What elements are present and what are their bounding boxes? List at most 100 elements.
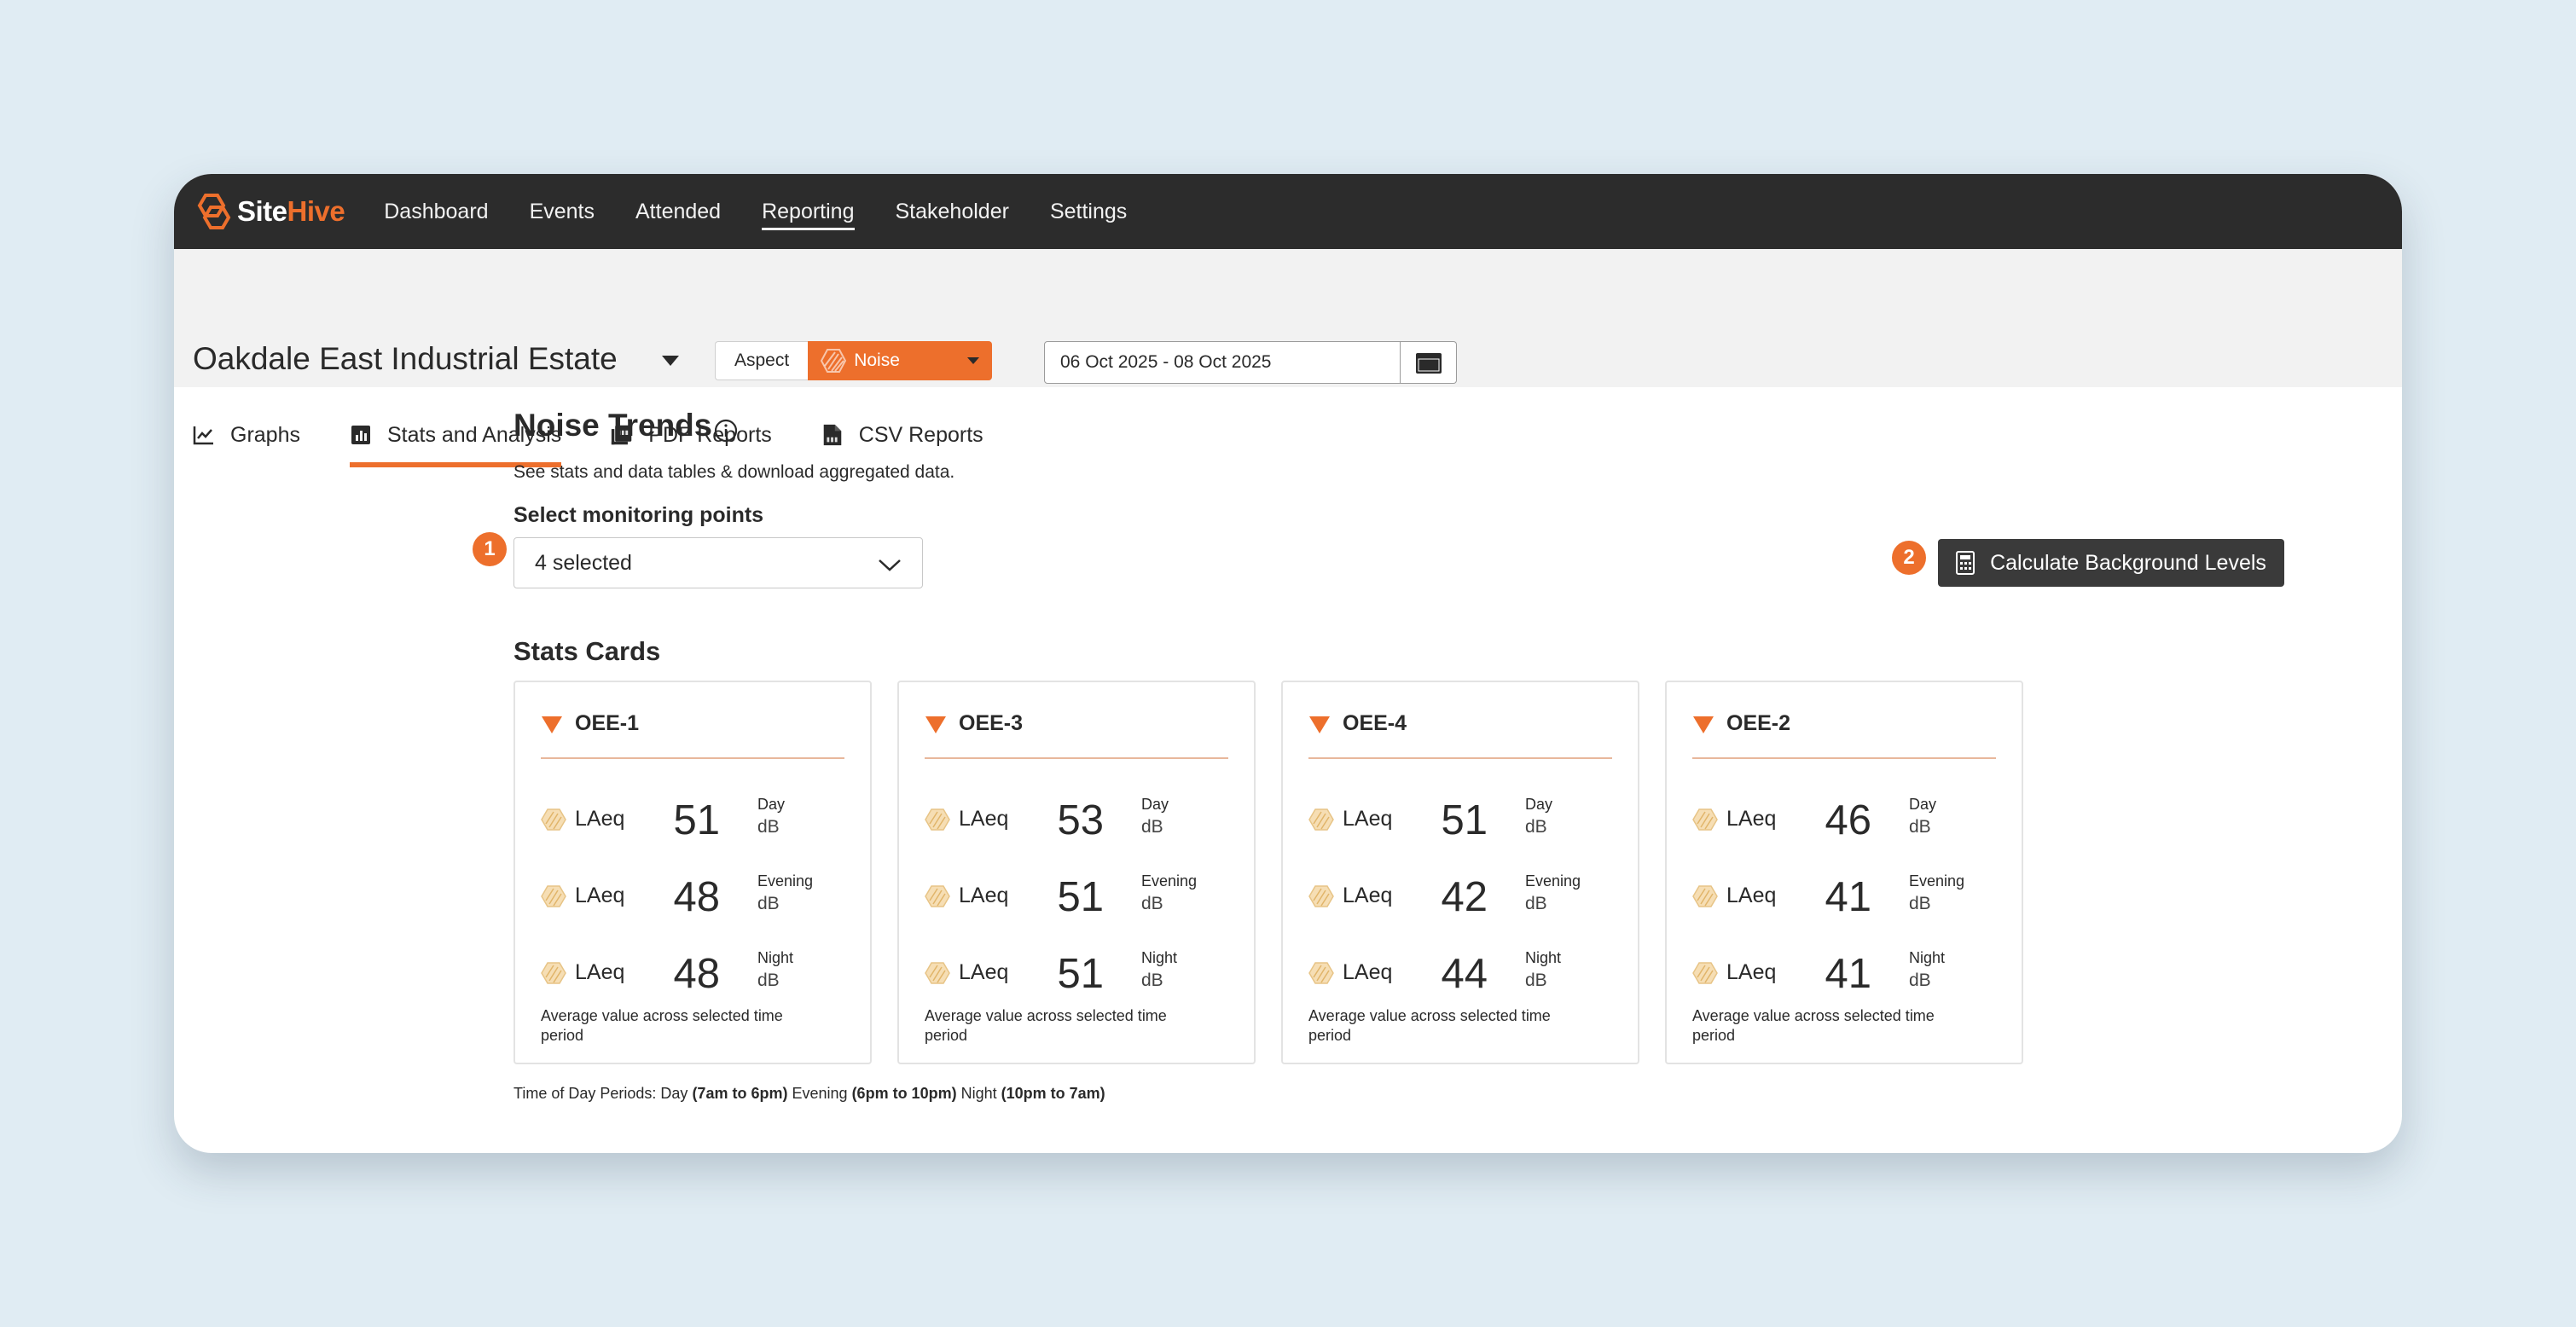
period-label: Day [757,796,786,813]
unit-label: dB [757,817,780,837]
metric-value: 51 [1057,951,1104,997]
card-stat-row: LAeq 48 Evening dB [541,870,844,921]
card-stat-row: LAeq 51 Day dB [541,793,844,844]
aspect-value: Noise [854,351,900,370]
card-footer-note: Average value across selected time perio… [541,1007,783,1045]
unit-label: dB [1525,817,1547,837]
brand-logo[interactable]: SiteHive [193,190,345,233]
date-range-picker: 06 Oct 2025 - 08 Oct 2025 [1044,341,1457,384]
metric-value: 53 [1057,797,1104,843]
laeq-hex-icon [1692,962,1718,984]
nav-dashboard[interactable]: Dashboard [384,199,489,223]
card-marker-triangle-icon [925,716,946,733]
pdf-file-icon [612,425,632,445]
unit-label: dB [757,971,780,990]
chevron-down-icon [879,559,901,571]
period-label: Evening [1909,872,1965,889]
info-icon[interactable] [713,418,739,443]
nav-stakeholder[interactable]: Stakeholder [895,199,1009,223]
laeq-hex-icon [1308,808,1334,831]
laeq-hex-icon [541,808,566,831]
metric-value: 44 [1441,951,1488,997]
card-stat-row: LAeq 51 Evening dB [925,870,1228,921]
card-header: OEE-1 [541,711,844,759]
csv-file-icon [823,424,842,446]
period-label: Evening [757,872,814,889]
tab-csv-label: CSV Reports [858,422,983,447]
card-stat-row: LAeq 51 Night dB [925,947,1228,998]
unit-label: dB [1909,894,1931,913]
monitoring-points-value: 4 selected [535,550,632,575]
unit-label: dB [1141,894,1163,913]
calculator-icon [1956,551,1976,575]
metric-label: LAeq [1726,960,1777,984]
tab-csv-reports[interactable]: CSV Reports [821,409,983,461]
card-title: OEE-1 [575,711,640,735]
aspect-label: Aspect [715,341,809,380]
period-label: Night [1141,949,1178,966]
metric-label: LAeq [1343,884,1393,907]
card-stat-row: LAeq 44 Night dB [1308,947,1612,998]
tab-graphs-label: Graphs [230,422,300,447]
chevron-down-icon [967,357,980,364]
aspect-dropdown[interactable]: Noise [808,341,993,380]
metric-label: LAeq [575,960,625,984]
stats-cards-title: Stats Cards [513,636,661,666]
card-header: OEE-4 [1308,711,1612,759]
card-marker-triangle-icon [542,716,562,733]
calculate-background-levels-button[interactable]: Calculate Background Levels [1938,539,2284,587]
page-title: Noise Trends [513,408,712,443]
monitoring-points-select[interactable]: 4 selected [513,537,923,588]
site-name: Oakdale East Industrial Estate [193,341,618,376]
metric-label: LAeq [1343,960,1393,984]
card-header: OEE-2 [1692,711,1996,759]
date-range-input[interactable]: 06 Oct 2025 - 08 Oct 2025 [1044,341,1401,384]
metric-label: LAeq [959,960,1009,984]
tab-pdf-reports[interactable]: PDF Reports [611,409,772,461]
card-title: OEE-3 [959,711,1024,735]
time-of-day-periods: Time of Day Periods: Day (7am to 6pm) Ev… [513,1085,1105,1103]
tab-stats-and-analysis[interactable]: Stats and Analysis [349,409,562,467]
period-label: Day [1141,796,1169,813]
aspect-selector: Aspect Noise [715,341,993,380]
nav-reporting[interactable]: Reporting [762,174,855,249]
monitoring-points-label: Select monitoring points [513,503,764,527]
metric-label: LAeq [1726,884,1777,907]
tod-evening-range: (6pm to 10pm) [851,1085,957,1102]
calendar-button[interactable] [1401,341,1457,384]
laeq-hex-icon [1308,885,1334,907]
sitehive-logo-icon [197,194,231,229]
tab-stats-label: Stats and Analysis [386,422,562,447]
tod-day-range: (7am to 6pm) [692,1085,788,1102]
metric-label: LAeq [1726,807,1777,831]
period-label: Night [757,949,794,966]
unit-label: dB [1525,894,1547,913]
nav-events[interactable]: Events [529,199,595,223]
metric-label: LAeq [959,884,1009,907]
site-dropdown-icon[interactable] [661,355,680,367]
stats-card: OEE-1 LAeq 51 Day dB LAeq 48 Evening dB LAeq 48 Nig… [513,681,872,1064]
tab-graphs[interactable]: Graphs [193,409,300,461]
report-tabs: Graphs Stats and Analysis PDF Re [193,409,1033,467]
nav-attended[interactable]: Attended [635,199,722,223]
unit-label: dB [1141,971,1163,990]
metric-value: 41 [1825,951,1871,997]
card-title: OEE-4 [1343,711,1407,735]
nav-settings[interactable]: Settings [1049,199,1128,223]
stats-card: OEE-2 LAeq 46 Day dB LAeq 41 Evening dB LAeq 41 Nig… [1665,681,2023,1064]
metric-value: 41 [1825,874,1871,920]
metric-value: 51 [673,797,720,843]
stats-card: OEE-4 LAeq 51 Day dB LAeq 42 Evening dB LAeq 44 Nig… [1281,681,1639,1064]
laeq-hex-icon [925,962,950,984]
card-marker-triangle-icon [1309,716,1330,733]
card-footer-note: Average value across selected time perio… [1692,1007,1935,1045]
top-nav: SiteHive Dashboard Events Attended Repor… [174,174,2402,249]
card-stat-row: LAeq 41 Night dB [1692,947,1996,998]
brand-name: SiteHive [237,195,345,227]
card-footer-note: Average value across selected time perio… [1308,1007,1551,1045]
page-subtitle: See stats and data tables & download agg… [513,462,955,482]
metric-label: LAeq [959,807,1009,831]
card-stat-row: LAeq 53 Day dB [925,793,1228,844]
metric-value: 46 [1825,797,1871,843]
laeq-hex-icon [925,808,950,831]
